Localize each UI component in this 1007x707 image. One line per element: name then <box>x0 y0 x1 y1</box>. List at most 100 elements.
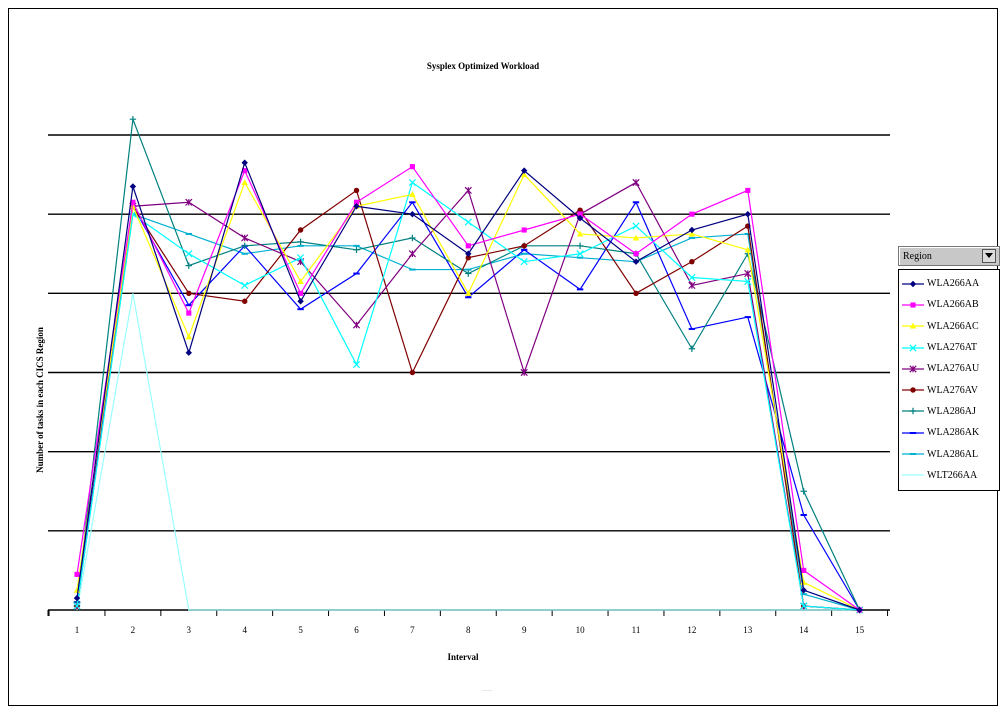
data-point <box>409 234 416 242</box>
x-tick-label: 10 <box>576 625 586 635</box>
data-point <box>130 199 136 205</box>
data-point <box>464 186 472 195</box>
data-point <box>632 258 640 265</box>
legend-label: WLA266AC <box>927 320 979 332</box>
x-tick-label: 4 <box>242 625 247 635</box>
data-point <box>576 214 584 222</box>
data-point <box>465 243 471 249</box>
data-point <box>241 298 248 304</box>
data-point <box>297 278 304 285</box>
data-point <box>800 488 807 495</box>
legend-item: WLA266AA <box>901 273 997 294</box>
data-point <box>632 234 640 241</box>
legend-label: WLA286AL <box>927 448 979 460</box>
data-point <box>521 167 528 174</box>
series-line <box>76 293 860 611</box>
x-tick-label: 6 <box>354 625 359 635</box>
legend-item: WLA286AK <box>901 422 997 443</box>
data-point <box>353 246 360 253</box>
legend-entries: WLA266AA WLA266AB WLA266AC WLA276AT WLA276AU… <box>898 269 1000 491</box>
data-point <box>465 290 472 296</box>
data-point <box>296 254 305 262</box>
data-point <box>241 179 248 186</box>
legend-label: WLA276AT <box>927 342 977 354</box>
chart-title: Sysplex Optimized Workload <box>427 61 539 71</box>
data-point <box>185 262 192 269</box>
data-point <box>186 310 192 316</box>
legend-label: WLA286AJ <box>927 405 976 417</box>
data-point <box>129 183 137 190</box>
series-lines <box>73 115 864 614</box>
data-point <box>241 242 248 250</box>
x-tick-label: 11 <box>632 625 641 635</box>
legend-swatch-icon <box>902 431 924 434</box>
data-point <box>409 164 415 170</box>
x-axis: 1 2 3 4 5 6 7 8 9 10 11 12 13 14 15 <box>47 609 890 635</box>
data-point <box>521 227 527 233</box>
data-point <box>632 222 640 230</box>
data-point <box>688 345 696 352</box>
data-point <box>689 211 695 217</box>
data-point <box>801 567 807 573</box>
data-point <box>688 281 696 290</box>
data-point <box>688 230 696 237</box>
data-point <box>465 270 472 277</box>
series-line <box>76 165 860 611</box>
data-point <box>353 199 360 205</box>
data-point <box>73 602 81 610</box>
gridlines <box>48 134 890 532</box>
legend-item: WLT266AA <box>901 465 997 486</box>
legend-field-button[interactable]: Region <box>898 246 1000 266</box>
data-point <box>633 251 639 257</box>
legend-item: WLA276AV <box>901 379 997 400</box>
data-point <box>633 290 639 297</box>
x-tick-label: 7 <box>410 625 415 635</box>
legend-field-label: Region <box>903 250 932 262</box>
data-point <box>688 273 696 282</box>
legend-label: WLT266AA <box>927 469 978 481</box>
dropdown-arrow-icon[interactable] <box>982 249 996 263</box>
legend-swatch-icon <box>902 453 924 456</box>
data-point <box>520 258 528 266</box>
data-point <box>73 594 81 602</box>
data-point <box>576 250 584 258</box>
legend-swatch-icon <box>902 280 924 287</box>
x-tick-label: 2 <box>131 625 136 635</box>
legend-swatch-icon <box>902 387 924 393</box>
data-point <box>521 243 527 249</box>
data-point <box>185 349 192 356</box>
data-point <box>744 246 751 253</box>
legend-label: WLA266AA <box>927 278 980 290</box>
data-point <box>744 277 752 286</box>
legend-swatch-icon <box>902 323 924 329</box>
data-point <box>241 234 249 242</box>
data-point <box>856 606 863 614</box>
series-wlt266aa <box>76 293 860 611</box>
legend-item: WLA276AU <box>901 358 997 379</box>
legend-swatch-icon <box>902 343 924 352</box>
data-point <box>688 226 696 234</box>
x-tick-label: 9 <box>522 625 527 635</box>
legend-label: WLA266AB <box>927 299 979 311</box>
data-point <box>185 198 193 206</box>
data-point <box>464 218 472 226</box>
legend-item: WLA266AB <box>901 294 997 315</box>
chart-frame <box>8 8 998 706</box>
x-tick-label: 14 <box>799 625 809 635</box>
data-point <box>576 230 584 237</box>
data-point <box>521 171 528 178</box>
divider <box>482 690 492 691</box>
x-tick-label: 13 <box>743 625 753 635</box>
data-point <box>744 269 752 278</box>
data-point <box>241 281 249 290</box>
x-tick-label: 12 <box>687 625 696 635</box>
x-tick-label: 1 <box>75 625 80 635</box>
legend-label: WLA276AV <box>927 384 978 396</box>
data-point <box>576 242 584 250</box>
data-point <box>186 290 192 297</box>
data-point <box>744 210 751 218</box>
data-point <box>298 290 304 296</box>
data-point <box>353 187 360 194</box>
series-wla266ab <box>74 164 863 613</box>
